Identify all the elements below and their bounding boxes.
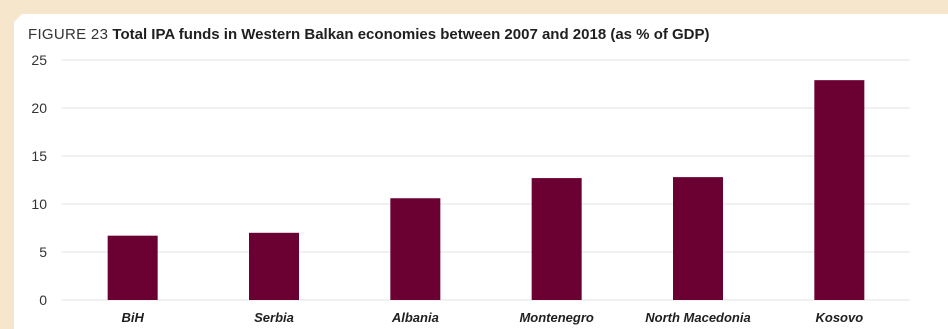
figure-label: FIGURE 23 bbox=[28, 26, 109, 43]
bar-albania bbox=[390, 198, 441, 300]
bars bbox=[107, 80, 865, 300]
y-tick-label: 25 bbox=[31, 52, 47, 68]
x-tick-label: North Macedonia bbox=[645, 310, 750, 325]
bar-bih bbox=[107, 235, 158, 300]
x-tick-label: Montenegro bbox=[519, 310, 593, 325]
bar-north-macedonia bbox=[673, 177, 723, 300]
x-tick-label: Albania bbox=[391, 310, 439, 325]
y-axis: 0 5 10 15 20 25 bbox=[31, 52, 47, 308]
chart-panel bbox=[14, 14, 948, 329]
gridlines bbox=[62, 59, 910, 301]
figure-title: FIGURE 23 Total IPA funds in Western Bal… bbox=[28, 26, 710, 43]
x-tick-label: BiH bbox=[121, 310, 144, 325]
y-tick-label: 0 bbox=[39, 292, 47, 308]
bar-montenegro bbox=[531, 178, 582, 300]
y-tick-label: 10 bbox=[31, 196, 47, 212]
y-tick-label: 20 bbox=[31, 100, 47, 116]
corner-fold bbox=[0, 0, 36, 36]
x-axis: BiH Serbia Albania Montenegro North Macedoni… bbox=[121, 310, 863, 325]
x-tick-label: Serbia bbox=[254, 310, 294, 325]
x-tick-label: Kosovo bbox=[815, 310, 863, 325]
bar-serbia bbox=[249, 232, 299, 300]
y-tick-label: 15 bbox=[31, 148, 47, 164]
y-tick-label: 5 bbox=[39, 244, 47, 260]
bar-kosovo bbox=[814, 80, 865, 300]
figure-title-text: Total IPA funds in Western Balkan econom… bbox=[112, 26, 710, 43]
